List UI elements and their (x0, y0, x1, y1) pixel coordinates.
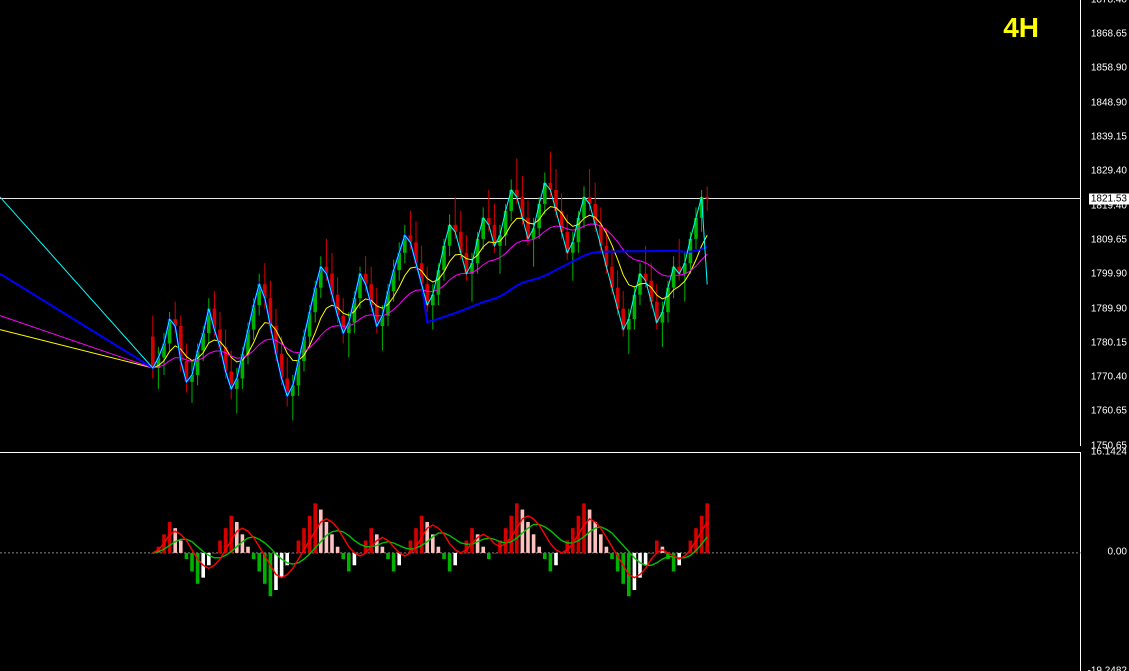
price-ytick: 1770.40 (1091, 372, 1127, 383)
price-ytick: 1809.65 (1091, 235, 1127, 246)
price-chart-svg (0, 0, 1081, 446)
price-ytick: 1839.15 (1091, 132, 1127, 143)
price-ytick: 1799.90 (1091, 269, 1127, 280)
macd-y-axis: 16.14240.00-19.2482 (1082, 452, 1129, 671)
price-ytick: 1858.90 (1091, 63, 1127, 74)
price-ytick: 1878.40 (1091, 0, 1127, 6)
macd-ytick: 16.1424 (1091, 447, 1127, 458)
macd-ytick: -19.2482 (1088, 666, 1127, 671)
macd-indicator-panel[interactable] (0, 452, 1081, 671)
chart-root: 4H 1878.401868.651858.901848.901839.1518… (0, 0, 1129, 671)
price-ytick: 1789.90 (1091, 303, 1127, 314)
price-y-axis: 1878.40 1868.65 1858.90 1848.90 1839.15 1829.… (1082, 0, 1129, 446)
price-ytick: 1829.40 (1091, 166, 1127, 177)
current-price-marker: 1821.53 (1089, 193, 1129, 204)
price-ytick: 1780.15 (1091, 338, 1127, 349)
price-ytick: 1868.65 (1091, 29, 1127, 40)
price-ytick: 1848.90 (1091, 97, 1127, 108)
macd-svg (0, 453, 1081, 671)
price-ytick: 1760.65 (1091, 406, 1127, 417)
macd-ytick: 0.00 (1108, 546, 1127, 557)
price-chart-panel[interactable] (0, 0, 1081, 446)
